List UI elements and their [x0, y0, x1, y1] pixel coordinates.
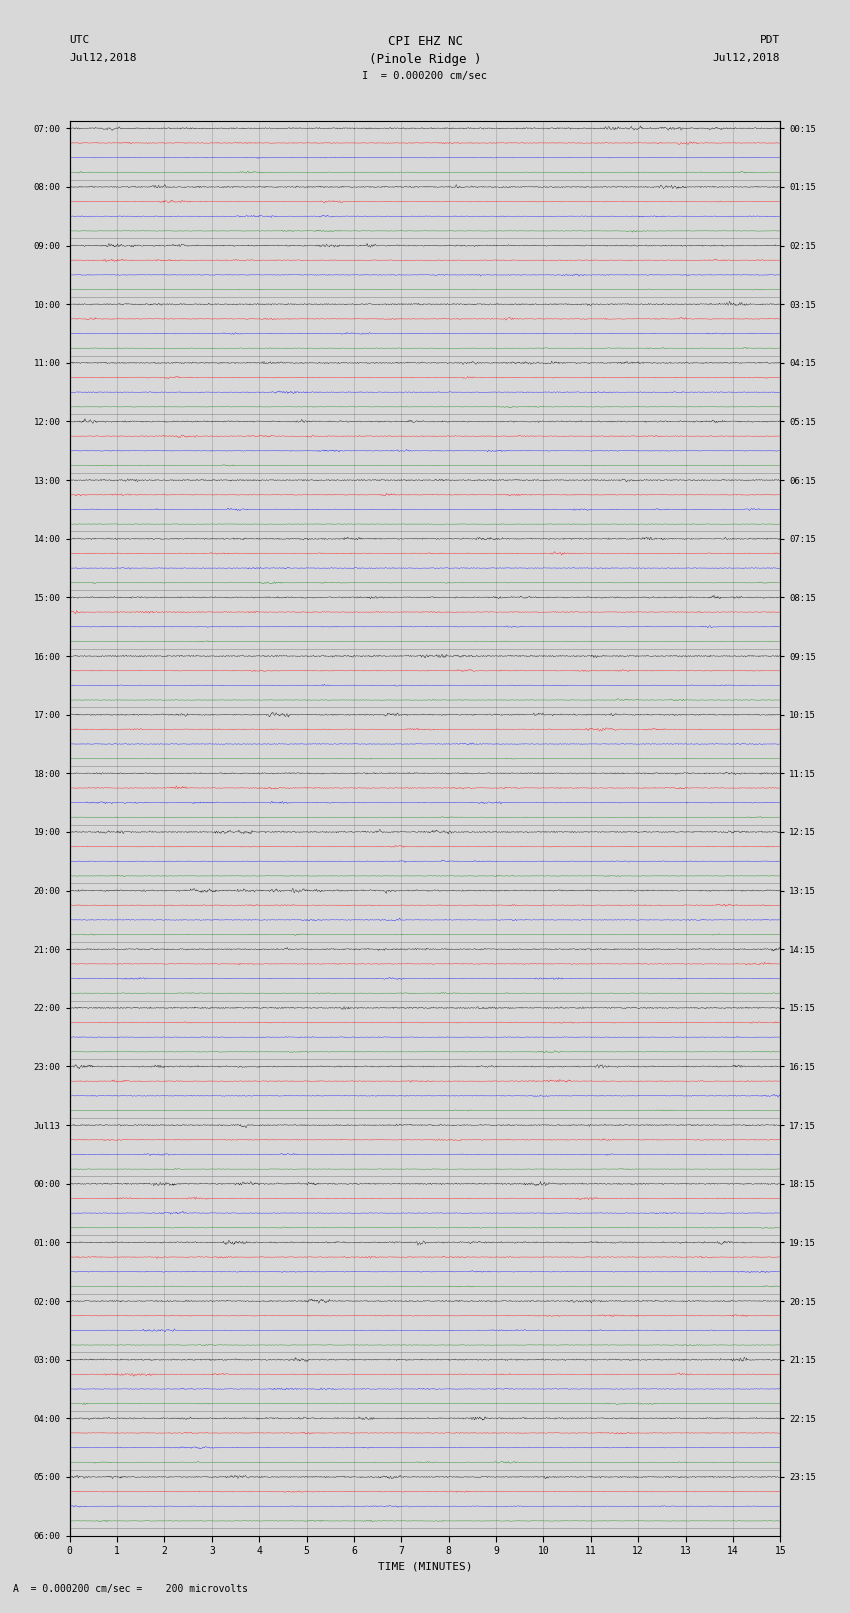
X-axis label: TIME (MINUTES): TIME (MINUTES): [377, 1561, 473, 1571]
Text: Jul12,2018: Jul12,2018: [713, 53, 780, 63]
Text: (Pinole Ridge ): (Pinole Ridge ): [369, 53, 481, 66]
Text: Jul12,2018: Jul12,2018: [70, 53, 137, 63]
Text: PDT: PDT: [760, 35, 780, 45]
Text: A  = 0.000200 cm/sec =    200 microvolts: A = 0.000200 cm/sec = 200 microvolts: [13, 1584, 247, 1594]
Text: I  = 0.000200 cm/sec: I = 0.000200 cm/sec: [362, 71, 488, 81]
Text: CPI EHZ NC: CPI EHZ NC: [388, 35, 462, 48]
Text: UTC: UTC: [70, 35, 90, 45]
